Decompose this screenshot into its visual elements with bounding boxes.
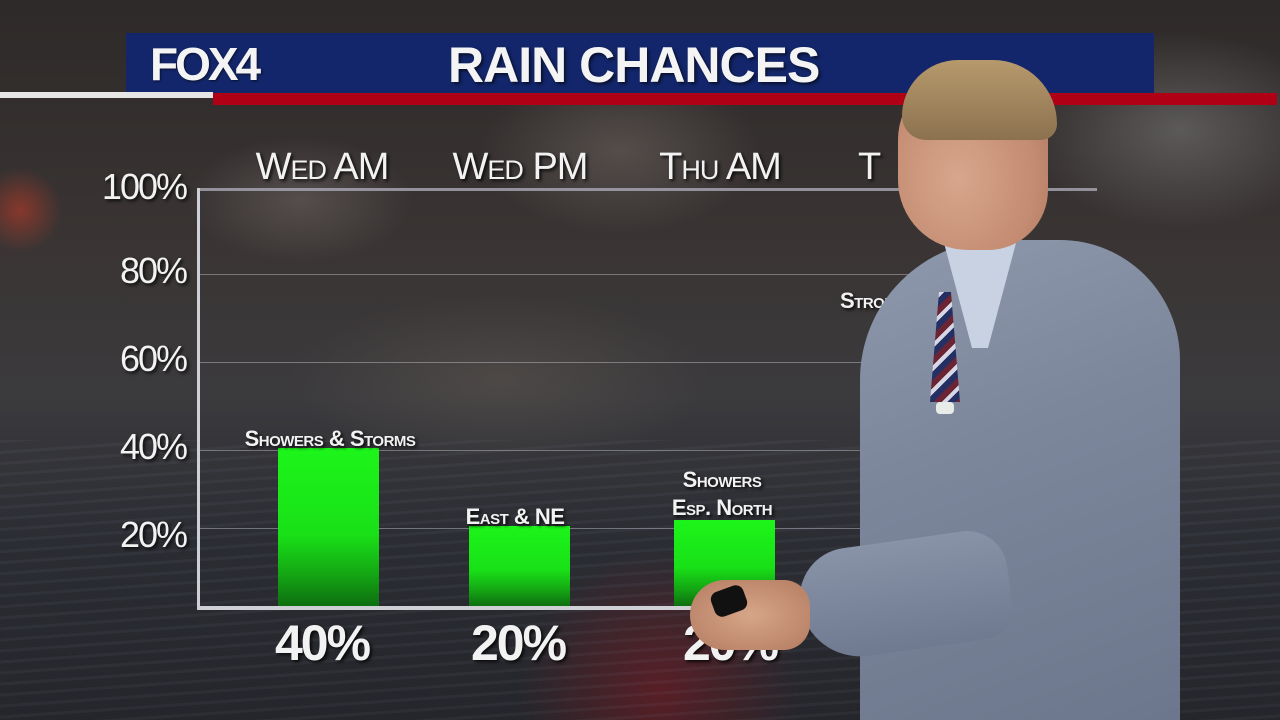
x-axis: [197, 606, 1097, 610]
gridline-80: [200, 274, 1097, 275]
bar-wed-am: [278, 448, 379, 606]
bar-thu-pm: [878, 312, 948, 606]
y-tick-80: 80%: [119, 250, 188, 291]
bar-note-thu-am-line2: Esp. North: [671, 495, 773, 520]
page-title: RAIN CHANCES: [448, 37, 820, 93]
category-label-thu-am: Thu AM: [659, 146, 782, 188]
bar-note-thu-pm: Strong/S: [840, 288, 926, 313]
category-label-wed-pm: Wed PM: [452, 146, 589, 188]
value-label-wed-pm: 20%: [470, 615, 567, 671]
bar-note-wed-am: Showers & Storms: [244, 426, 416, 451]
bar-note-thu-am-line1: Showers: [682, 467, 762, 492]
bar-note-wed-pm: East & NE: [465, 504, 565, 529]
accent-white-stripe: [0, 92, 213, 98]
y-tick-20: 20%: [119, 514, 188, 555]
y-tick-60: 60%: [119, 338, 188, 379]
gridline-40: [200, 450, 1097, 451]
axis-top-line: [197, 188, 1097, 191]
y-axis: [197, 188, 200, 608]
gridline-60: [200, 362, 1097, 363]
value-label-thu-am: 20%: [682, 615, 779, 671]
gridline-20: [200, 528, 1097, 529]
y-tick-100: 100%: [101, 166, 188, 207]
category-label-wed-am: Wed AM: [255, 146, 390, 188]
bar-thu-am: [674, 520, 775, 606]
value-label-wed-am: 40%: [274, 615, 371, 671]
station-logo: FOX4: [150, 38, 261, 90]
accent-red-stripe: [213, 93, 1277, 105]
bar-chart: [197, 188, 1097, 610]
category-label-thu-pm: T: [858, 146, 881, 188]
bar-wed-pm: [469, 526, 570, 606]
y-tick-40: 40%: [119, 426, 188, 467]
